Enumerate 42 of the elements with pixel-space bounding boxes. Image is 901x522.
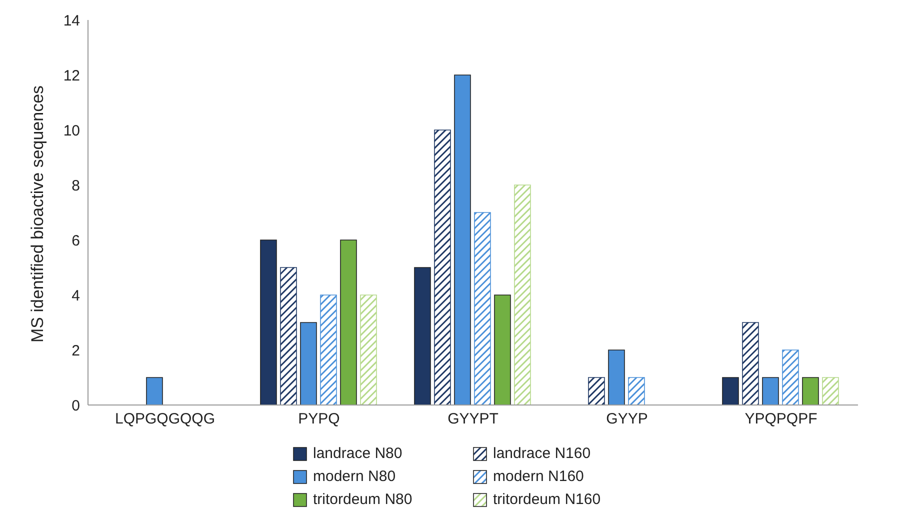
bar bbox=[340, 240, 357, 405]
y-tick-label: 6 bbox=[72, 232, 80, 250]
bar bbox=[494, 294, 511, 405]
bar bbox=[300, 322, 317, 405]
legend-label: tritordeum N160 bbox=[493, 491, 601, 508]
x-tick-label: GYYP bbox=[606, 410, 648, 428]
bar bbox=[822, 377, 839, 405]
y-tick-label: 2 bbox=[72, 342, 80, 360]
bar bbox=[260, 240, 277, 405]
legend-label: tritordeum N80 bbox=[313, 491, 412, 508]
bar bbox=[414, 267, 431, 405]
bar bbox=[802, 377, 819, 405]
bar bbox=[588, 377, 605, 405]
y-tick-label: 12 bbox=[63, 67, 80, 84]
y-tick-label: 4 bbox=[72, 287, 80, 304]
x-tick-label: GYYPT bbox=[448, 410, 498, 428]
bar bbox=[454, 74, 471, 405]
bar bbox=[474, 212, 491, 405]
y-tick-label: 8 bbox=[72, 177, 80, 194]
y-tick-label: 14 bbox=[63, 12, 80, 30]
x-tick-label: YPQPQPF bbox=[744, 410, 818, 428]
bar bbox=[608, 350, 625, 405]
bar bbox=[628, 377, 645, 405]
bar bbox=[434, 130, 451, 405]
bar bbox=[280, 267, 297, 405]
bar bbox=[146, 377, 163, 405]
x-tick-label: LQPGQGQQG bbox=[114, 410, 216, 428]
legend-label: modern N80 bbox=[313, 468, 396, 485]
bar bbox=[514, 184, 531, 405]
legend-label: modern N160 bbox=[493, 468, 584, 485]
bar bbox=[722, 377, 739, 405]
bar bbox=[762, 377, 779, 405]
y-tick-label: 0 bbox=[72, 397, 80, 414]
legend-label: landrace N160 bbox=[493, 445, 591, 462]
legend-label: landrace N80 bbox=[313, 445, 402, 462]
y-axis-title: MS identified bioactive sequences bbox=[28, 85, 48, 342]
bar bbox=[742, 322, 759, 405]
x-tick-label: PYPQ bbox=[298, 410, 340, 428]
bar bbox=[782, 350, 799, 405]
y-tick-label: 10 bbox=[63, 122, 80, 140]
bar bbox=[320, 294, 337, 405]
bar bbox=[360, 294, 377, 405]
